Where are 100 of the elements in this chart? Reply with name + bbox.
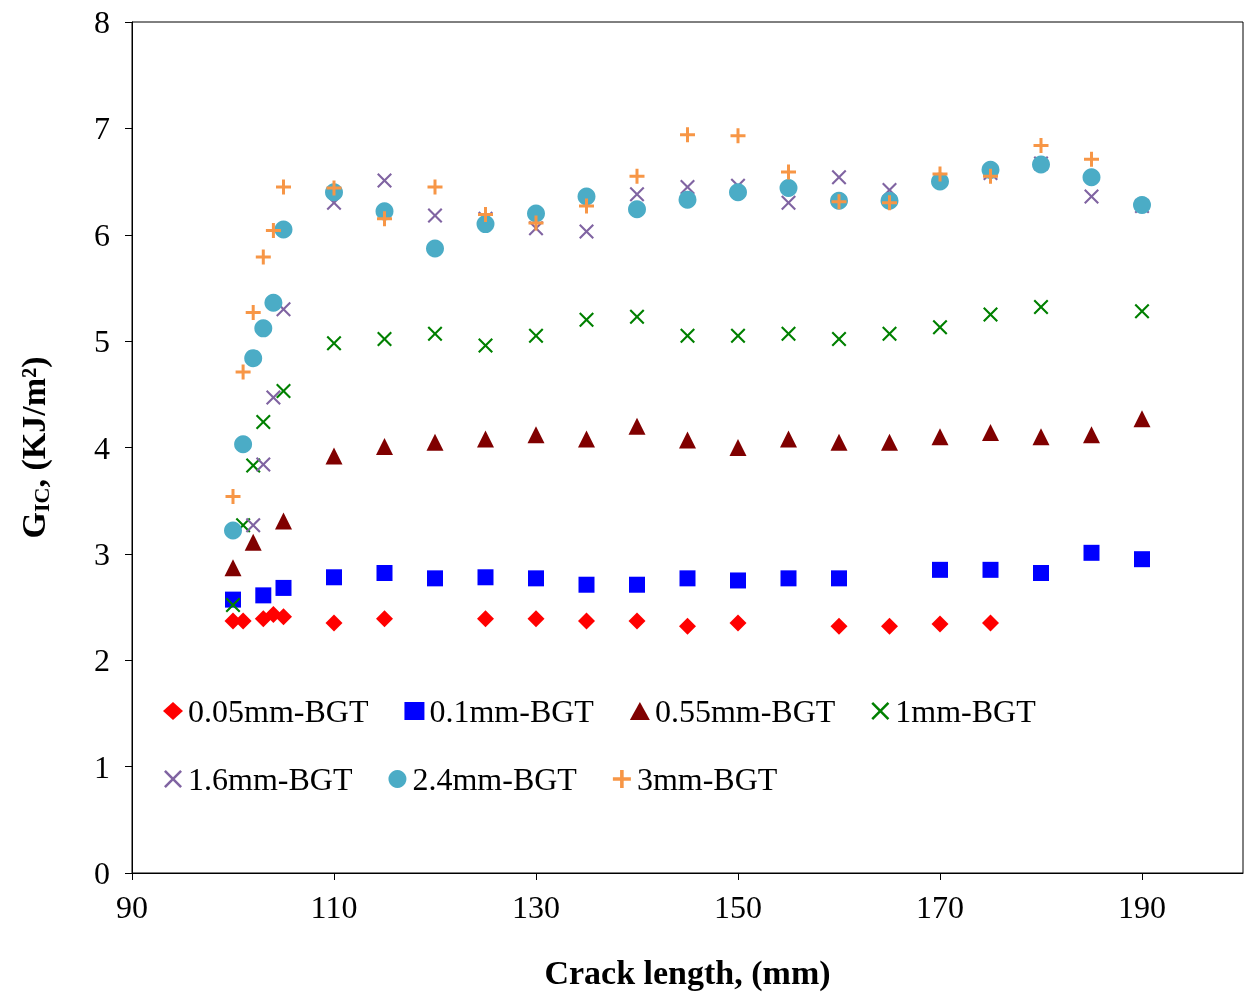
point: [680, 328, 695, 344]
point: [830, 617, 848, 635]
legend-label: 1mm-BGT: [895, 693, 1037, 729]
point: [1134, 303, 1150, 319]
legend-label: 1.6mm-BGT: [188, 761, 353, 797]
point: [831, 331, 847, 347]
point: [376, 565, 393, 582]
point: [679, 570, 696, 587]
y-tick-label: 1: [94, 748, 110, 785]
point: [528, 328, 544, 344]
point: [427, 326, 443, 342]
point: [477, 569, 494, 586]
point: [932, 166, 948, 182]
y-tick-label: 8: [94, 4, 110, 40]
point: [255, 414, 271, 430]
point: [629, 309, 645, 325]
x-tick-label: 170: [916, 889, 964, 925]
point: [781, 195, 796, 211]
point: [426, 433, 444, 451]
point: [427, 208, 443, 224]
legend-label: 0.1mm-BGT: [429, 693, 595, 729]
point: [326, 569, 342, 586]
point: [1084, 151, 1099, 167]
point: [255, 249, 271, 265]
point: [254, 319, 273, 338]
point: [274, 220, 293, 239]
point: [628, 200, 646, 219]
point: [629, 576, 645, 593]
point: [1082, 168, 1101, 187]
point: [678, 190, 697, 209]
point: [1032, 428, 1050, 446]
legend-label: 3mm-BGT: [636, 761, 778, 797]
point: [234, 435, 253, 454]
point: [932, 561, 948, 578]
point: [265, 222, 281, 238]
point: [780, 430, 797, 448]
point: [427, 179, 443, 195]
legend-label: 0.55mm-BGT: [654, 693, 836, 729]
point: [730, 572, 746, 589]
point: [245, 304, 261, 320]
point: [275, 608, 292, 626]
point: [276, 383, 291, 399]
point: [235, 364, 251, 380]
point: [477, 430, 494, 448]
point: [1133, 410, 1151, 428]
point: [376, 437, 393, 455]
y-axis-title: GIC, (KJ/m²): [14, 356, 54, 539]
point: [881, 433, 898, 451]
point: [577, 187, 596, 206]
point: [781, 164, 796, 180]
point: [1033, 565, 1049, 582]
point: [831, 169, 847, 185]
y-tick-label: 4: [94, 429, 110, 466]
point: [1084, 188, 1099, 204]
point: [578, 430, 595, 448]
point: [255, 457, 271, 473]
point: [730, 128, 746, 144]
x-tick-label: 150: [714, 889, 762, 925]
point: [578, 612, 595, 630]
point: [1033, 299, 1049, 315]
point: [780, 570, 797, 587]
point: [225, 597, 241, 613]
point: [932, 319, 948, 335]
point: [275, 579, 292, 596]
x-tick-label: 90: [116, 889, 148, 925]
point: [680, 179, 695, 195]
point: [244, 349, 263, 368]
point: [478, 337, 493, 353]
point: [225, 488, 241, 504]
point: [881, 617, 898, 635]
point: [679, 431, 696, 449]
point: [275, 512, 292, 530]
x-tick-label: 130: [512, 889, 560, 925]
x-tick-label: 110: [310, 889, 358, 925]
point: [265, 390, 281, 405]
x-axis-title: Crack length, (mm): [544, 953, 831, 992]
point: [830, 433, 848, 451]
point: [729, 614, 747, 632]
point: [1134, 551, 1150, 568]
point: [1033, 137, 1049, 153]
point: [244, 533, 262, 551]
y-tick-label: 7: [94, 110, 110, 147]
point: [276, 179, 291, 195]
y-tick-label: 5: [94, 323, 110, 360]
point: [779, 178, 798, 197]
point: [982, 614, 999, 632]
point: [982, 424, 999, 442]
point: [983, 307, 998, 323]
point: [528, 215, 544, 231]
point: [1083, 544, 1100, 561]
point: [245, 517, 261, 533]
point: [224, 559, 242, 577]
point: [426, 239, 444, 258]
point: [730, 328, 746, 344]
y-tick-label: 0: [94, 855, 110, 891]
point: [629, 168, 645, 184]
point: [579, 224, 594, 240]
point: [325, 614, 343, 632]
point: [982, 561, 999, 578]
point: [377, 173, 392, 188]
